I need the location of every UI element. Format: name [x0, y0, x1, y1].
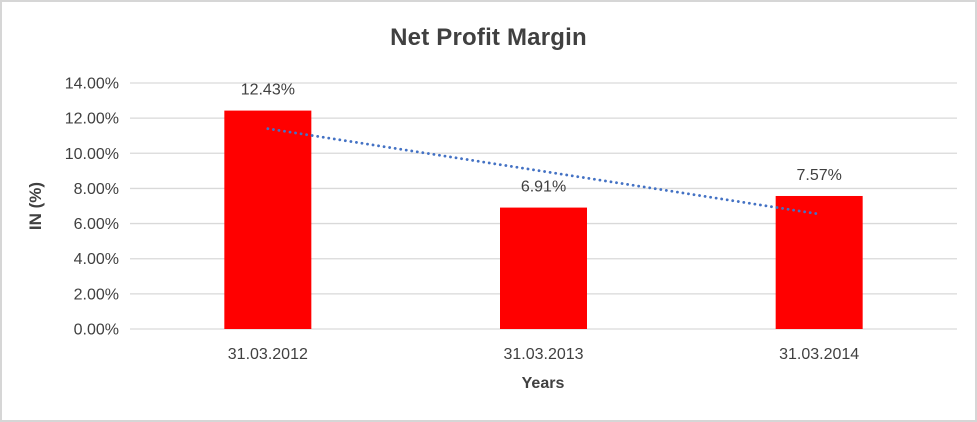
bar-data-label: 6.91%	[521, 179, 566, 196]
y-tick-label: 12.00%	[65, 111, 119, 128]
y-tick-label: 2.00%	[74, 286, 119, 303]
y-tick-label: 14.00%	[65, 76, 119, 93]
x-tick-label: 31.03.2013	[503, 346, 583, 363]
bar	[224, 110, 312, 329]
bar-data-label: 12.43%	[241, 82, 295, 99]
y-tick-label: 8.00%	[74, 181, 119, 198]
bar-data-label: 7.57%	[796, 167, 841, 184]
y-tick-label: 4.00%	[74, 251, 119, 268]
y-tick-label: 0.00%	[74, 322, 119, 339]
y-tick-label: 10.00%	[65, 146, 119, 163]
bar	[775, 195, 863, 329]
trendline	[266, 127, 821, 216]
chart-title: Net Profit Margin	[390, 24, 587, 51]
bar	[500, 207, 587, 329]
x-axis-title: Years	[521, 375, 565, 392]
x-tick-label: 31.03.2014	[779, 346, 859, 363]
y-tick-label: 6.00%	[74, 216, 119, 233]
x-tick-label: 31.03.2012	[228, 346, 308, 363]
